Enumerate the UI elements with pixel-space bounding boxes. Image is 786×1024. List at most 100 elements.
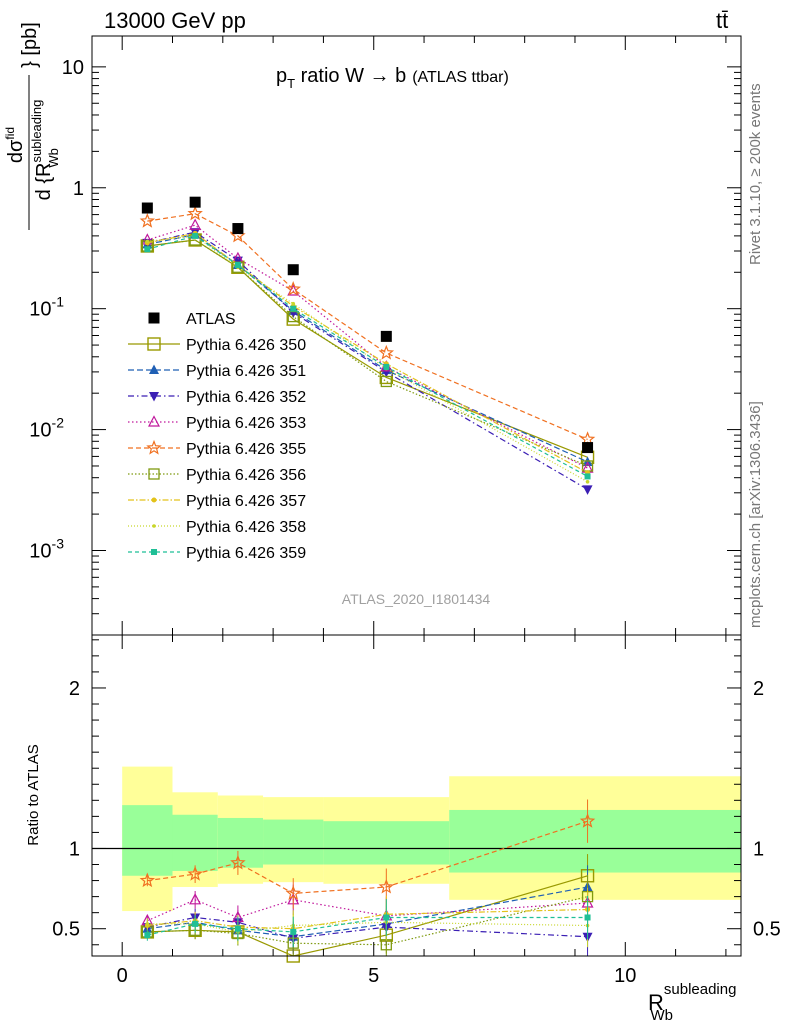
ylabel-Wb: Wb	[46, 148, 61, 168]
ratio-xtick-label: 10	[614, 965, 636, 987]
main-series-point	[192, 232, 199, 239]
ratio-xticks: 0 5 10	[117, 635, 727, 987]
legend-marker	[152, 524, 156, 528]
xlabel-Wb: Wb	[650, 1007, 673, 1024]
main-series-point	[585, 479, 590, 484]
xlabel-R: R	[648, 990, 664, 1015]
main-series-point	[145, 239, 150, 244]
main-ytick-label: 10-1	[29, 294, 64, 321]
main-panel: 10 -3 10-2 10-1 1 10 pT ratio W → b (ATLAS ttb…	[3, 22, 742, 636]
ratio-series-point	[139, 872, 156, 888]
legend-label: Pythia 6.426 350	[186, 337, 306, 354]
main-series-point	[584, 473, 591, 480]
ratio-series-point	[378, 878, 395, 894]
main-series-point	[380, 375, 392, 388]
ratio-ylabel: Ratio to ATLAS	[25, 744, 42, 845]
legend-marker	[146, 439, 162, 455]
main-series-point	[378, 344, 395, 360]
header-energy: 13000 GeV pp	[104, 8, 246, 33]
main-series-point	[290, 305, 297, 312]
atlas-data-point	[582, 442, 594, 454]
ratio-band-green	[217, 817, 264, 868]
ratio-ytick-label-right: 1	[753, 838, 764, 860]
main-ytick-label: 10	[62, 57, 84, 79]
ylabel-subleading: subleading	[29, 100, 44, 163]
main-series-line	[147, 232, 588, 474]
main-ytick-label: 1	[73, 178, 84, 200]
ytick-exponent: -2	[52, 415, 65, 431]
ratio-series-point	[192, 920, 199, 927]
title-p: p	[276, 65, 287, 87]
ratio-series-line	[147, 899, 588, 922]
ytick-exponent: -1	[52, 294, 65, 310]
ratio-series-line	[147, 896, 588, 946]
legend-item: Pythia 6.426 351	[128, 363, 306, 380]
main-series-point	[582, 485, 593, 495]
main-ylabel: dσfid d {Rsubleading Wb } [pb]	[3, 22, 61, 230]
atlas-data-point	[189, 196, 201, 208]
legend-label: Pythia 6.426 357	[186, 493, 306, 510]
legend-item: Pythia 6.426 357	[128, 493, 306, 510]
ratio-panel: 0.5 0.5 1 1 2 2 0 5 10 Ratio to ATLAS Rsubleadi…	[25, 634, 781, 1024]
atlas-data-point	[232, 223, 244, 235]
main-series-point	[139, 212, 156, 228]
ratio-ytick-label-right: 0.5	[753, 919, 781, 941]
atlas-data-point	[287, 264, 299, 276]
ratio-xtick-label: 5	[368, 965, 379, 987]
ylabel-units: } [pb]	[19, 22, 41, 68]
main-series-line	[147, 239, 588, 458]
ratio-frame	[91, 634, 742, 957]
ytick-exponent: -3	[52, 535, 65, 551]
main-title: pT ratio W → b (ATLAS ttbar)	[276, 65, 509, 91]
main-data-layer	[139, 196, 596, 495]
ratio-ytick-label-right: 2	[753, 678, 764, 700]
main-xticks	[121, 36, 727, 635]
main-series-line	[147, 235, 588, 477]
ratio-yticks: 0.5 0.5 1 1 2 2	[52, 639, 781, 946]
legend-label: Pythia 6.426 358	[186, 519, 306, 536]
ytick-base: 10	[29, 420, 51, 442]
legend-label: Pythia 6.426 351	[186, 363, 306, 380]
ylabel-denominator: d {Rsubleading Wb	[29, 100, 61, 201]
atlas-data-point	[141, 202, 153, 214]
legend-marker	[149, 364, 159, 374]
ratio-series-line	[147, 921, 588, 933]
ratio-band-green	[449, 809, 741, 873]
ratio-series-line	[147, 820, 588, 895]
legend-marker	[148, 312, 160, 324]
ratio-series-line	[147, 916, 588, 939]
main-series-point	[189, 218, 202, 230]
main-series-line	[147, 239, 588, 467]
ylabel-numerator: dσfid	[3, 127, 27, 163]
ratio-series-line	[147, 908, 588, 930]
main-series-line	[147, 213, 588, 440]
legend-item: Pythia 6.426 358	[128, 519, 306, 536]
legend-label: ATLAS	[186, 311, 236, 328]
ratio-series-point	[189, 893, 202, 905]
ratio-series-point	[234, 925, 241, 932]
main-ytick-label: 10-2	[29, 415, 64, 442]
ratio-series-point	[290, 928, 297, 935]
legend-item-atlas: ATLAS	[148, 311, 236, 328]
main-yticks: 10 -3 10-2 10-1 1 10	[29, 57, 741, 636]
legend-marker	[147, 337, 161, 351]
ratio-ytick-label: 1	[69, 838, 80, 860]
legend-item: Pythia 6.426 355	[128, 439, 306, 458]
legend-item: Pythia 6.426 353	[128, 415, 306, 432]
ratio-xlabel: Rsubleading Wb	[648, 981, 736, 1024]
legend-label: Pythia 6.426 355	[186, 441, 306, 458]
ratio-series-point	[230, 854, 246, 870]
main-series-line	[147, 224, 588, 469]
ratio-ytick-label: 2	[69, 678, 80, 700]
analysis-watermark: ATLAS_2020_I1801434	[342, 591, 491, 607]
header-process: tt̄	[716, 8, 728, 33]
ratio-series-point	[579, 813, 596, 828]
ratio-series-point	[584, 914, 591, 921]
legend-item: Pythia 6.426 350	[128, 337, 306, 354]
legend-marker	[148, 415, 160, 427]
title-small: (ATLAS ttbar)	[412, 69, 509, 86]
legend-marker	[149, 392, 159, 402]
ratio-band-green	[323, 821, 450, 865]
mcplots-source: mcplots.cern.ch [arXiv:1306.3436]	[747, 401, 764, 628]
main-series-point	[381, 367, 392, 378]
